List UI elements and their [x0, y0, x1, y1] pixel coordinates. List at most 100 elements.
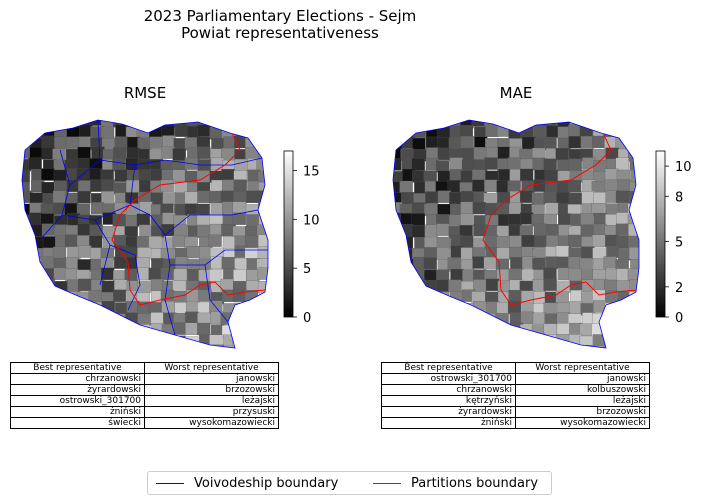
powiat-cell [616, 212, 630, 225]
powiat-cell [232, 212, 246, 225]
powiat-cell [221, 223, 235, 237]
powiat-cell [55, 302, 69, 315]
powiat-cell [557, 159, 571, 172]
powiat-cell [460, 247, 475, 260]
table-row: ostrowski_301700 janowski [381, 373, 650, 385]
powiat-cell [593, 192, 607, 205]
table-header-best: Best representative [381, 362, 516, 374]
powiat-cell [31, 269, 45, 282]
powiat-cell [160, 267, 174, 281]
powiat-cell [29, 212, 43, 225]
powiat-cell [615, 223, 630, 236]
powiat-cell [208, 269, 223, 282]
powiat-cell [28, 157, 42, 170]
powiat-cell [449, 336, 463, 348]
powiat-cell [257, 303, 268, 316]
colorbar-tick-label: 10 [675, 160, 692, 175]
powiat-cell [233, 179, 247, 192]
powiat-cell [245, 125, 259, 138]
powiat-cell [42, 334, 56, 347]
table-row: żniński wysokomazowiecki [381, 417, 650, 429]
powiat-cell [509, 344, 523, 348]
powiat-cell [244, 303, 258, 316]
powiat-cell [101, 280, 115, 293]
powiat-cell [22, 313, 31, 326]
powiat-cell [435, 291, 450, 305]
powiat-cell [112, 313, 127, 326]
powiat-cell [629, 120, 639, 128]
powiat-cell [393, 279, 403, 293]
colorbar-tick-label: 0 [675, 311, 683, 326]
table-row: kętrzyński leżajski [381, 395, 650, 407]
powiat-cell [173, 268, 188, 282]
powiat-cell [208, 120, 222, 127]
powiat-cell [22, 170, 30, 183]
powiat-cell [174, 124, 188, 137]
powiat-cell [88, 311, 103, 324]
powiat-cell [136, 125, 150, 138]
powiat-cell [148, 267, 162, 281]
powiat-cell [628, 291, 639, 304]
powiat-cell [52, 148, 66, 161]
powiat-cell [244, 247, 258, 260]
powiat-cell [89, 323, 103, 337]
powiat-cell [197, 302, 211, 315]
powiat-cell [629, 125, 639, 138]
powiat-cell [114, 169, 128, 182]
best-cell: żyrardowski [381, 406, 516, 418]
powiat-cell [628, 247, 639, 260]
powiat-cell [449, 346, 463, 348]
powiat-cell [137, 346, 151, 348]
powiat-cell [220, 190, 234, 203]
powiat-cell [186, 245, 201, 259]
powiat-cell [65, 292, 79, 305]
best-cell: ostrowski_301700 [10, 395, 145, 407]
powiat-cell [271, 246, 284, 258]
powiat-cell [435, 160, 450, 173]
powiat-cell [113, 147, 127, 160]
powiat-cell [473, 147, 487, 160]
powiat-cell [593, 346, 607, 348]
colorbar-rmse: 0 5 10 15 [283, 150, 320, 326]
powiat-cell [567, 179, 582, 193]
powiat-cell [508, 213, 522, 227]
powiat-cell [556, 323, 571, 336]
powiat-cell [22, 269, 31, 283]
powiat-cell [89, 168, 103, 181]
powiat-cell [485, 278, 500, 292]
powiat-cell [393, 120, 403, 129]
powiat-cell [127, 323, 141, 336]
powiat-cell [450, 302, 464, 315]
powiat-cell [29, 323, 43, 336]
powiat-cell [471, 345, 485, 348]
powiat-cell [579, 323, 593, 336]
powiat-cell [136, 213, 151, 227]
powiat-cell [149, 136, 163, 149]
powiat-cell [533, 125, 547, 139]
powiat-cell [640, 314, 653, 326]
powiat-cell [448, 324, 462, 337]
powiat-cell [30, 280, 44, 293]
powiat-cell [473, 322, 487, 336]
powiat-cell [393, 345, 402, 348]
powiat-cell [222, 120, 237, 129]
powiat-cell [485, 344, 500, 348]
powiat-cell [580, 224, 594, 237]
powiat-cell [187, 345, 201, 348]
powiat-cell [604, 313, 618, 327]
powiat-cell [64, 234, 79, 247]
powiat-cell [175, 256, 189, 269]
powiat-cell [436, 324, 450, 337]
powiat-cell [642, 281, 655, 293]
powiat-cell [78, 136, 93, 149]
powiat-cell [196, 203, 210, 217]
powiat-cell [22, 278, 30, 291]
powiat-cell [510, 257, 524, 270]
powiat-cell [244, 345, 259, 348]
powiat-cell [113, 334, 127, 347]
powiat-cell [509, 333, 524, 346]
powiat-cell [629, 137, 639, 150]
table-header-worst: Worst representative [515, 362, 650, 374]
powiat-cell [22, 289, 33, 303]
